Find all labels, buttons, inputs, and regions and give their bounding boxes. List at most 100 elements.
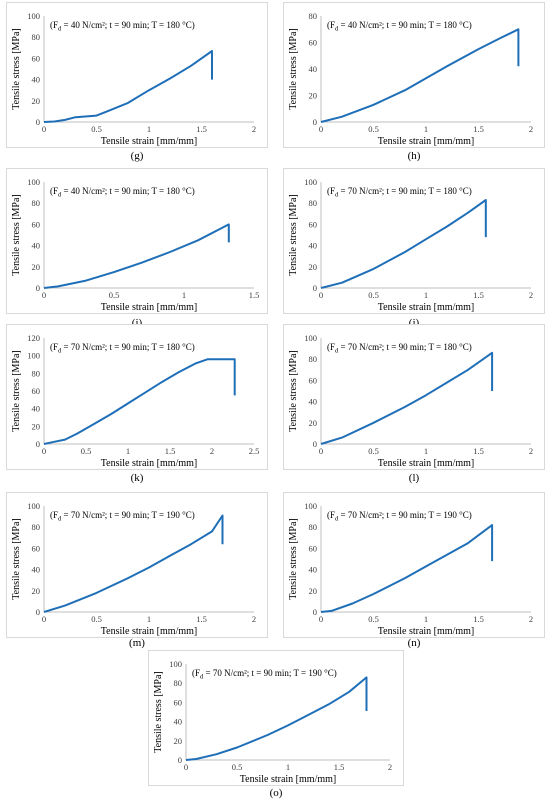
x-tick-label: 1.5 (473, 290, 484, 300)
y-tick-label: 20 (32, 96, 41, 106)
chart-k: 0 20 40 60 80 100 120 0 0.5 1 1.5 2 2.5 Tensile strai… (11, 333, 259, 469)
chart-annotation: (Fd = 70 N/cm²; t = 90 min; T = 180 °C) (327, 342, 472, 355)
chart-panel-n: 0 20 40 60 80 100 0 0.5 1 1.5 2 Tensile strain [mm/… (283, 492, 545, 638)
stress-strain-curve (320, 351, 494, 445)
chart-panel-h: 0 20 40 60 80 0 0.5 1 1.5 2 Tensile strain [mm/mm]… (283, 2, 545, 148)
caption-j: (j) (408, 317, 420, 329)
x-tick-label: 1 (286, 762, 290, 772)
stress-strain-curve (320, 524, 494, 613)
x-tick-label: 1 (126, 446, 130, 456)
y-tick-label: 40 (309, 64, 318, 74)
chart-annotation: (Fd = 70 N/cm²; t = 90 min; T = 180 °C) (50, 342, 195, 355)
y-tick-label: 60 (174, 697, 183, 707)
y-tick-label: 0 (36, 283, 40, 293)
x-axis-label: Tensile strain [mm/mm] (101, 136, 198, 147)
x-tick-label: 0 (42, 614, 46, 624)
stress-strain-curve (43, 50, 213, 123)
y-tick-label: 80 (309, 11, 318, 21)
chart-annotation: (Fd = 40 N/cm²; t = 90 min; T = 180 °C) (50, 20, 195, 33)
y-tick-label: 20 (32, 262, 41, 272)
y-tick-label: 60 (32, 386, 41, 396)
y-tick-label: 40 (174, 717, 183, 727)
y-tick-label: 100 (304, 177, 317, 187)
chart-m: 0 20 40 60 80 100 0 0.5 1 1.5 2 Tensile strain [mm/… (11, 501, 256, 637)
y-tick-label: 20 (309, 418, 318, 428)
y-tick-label: 20 (309, 91, 318, 101)
y-tick-label: 0 (36, 117, 40, 127)
y-tick-label: 20 (309, 262, 318, 272)
x-axis-label: Tensile strain [mm/mm] (101, 458, 198, 469)
y-tick-label: 40 (309, 241, 318, 251)
y-tick-label: 100 (27, 177, 40, 187)
y-tick-label: 100 (27, 11, 40, 21)
x-tick-label: 2 (210, 446, 214, 456)
chart-annotation: (Fd = 70 N/cm²; t = 90 min; T = 180 °C) (327, 186, 472, 199)
x-tick-label: 2 (252, 614, 256, 624)
y-tick-label: 100 (27, 351, 40, 361)
caption-i: (i) (131, 317, 143, 329)
y-tick-label: 40 (309, 397, 318, 407)
x-tick-label: 0 (42, 124, 46, 134)
y-tick-label: 40 (32, 404, 41, 414)
caption-h: (h) (407, 150, 421, 162)
caption-m: (m) (129, 637, 145, 649)
x-tick-label: 0 (319, 124, 323, 134)
chart-panel-i: 0 20 40 60 80 100 0 0.5 1 1.5 Tensile strain [mm/m… (6, 168, 268, 314)
x-tick-label: 1 (424, 290, 428, 300)
stress-strain-curve (43, 514, 224, 613)
x-tick-label: 0.5 (109, 290, 120, 300)
y-tick-label: 100 (27, 501, 40, 511)
chart-g: 0 20 40 60 80 100 0 0.5 1 1.5 2 Tensile strain [mm/… (11, 11, 256, 147)
x-axis-label: Tensile strain [mm/mm] (240, 774, 337, 785)
y-tick-label: 60 (32, 543, 41, 553)
y-axis-label: Tensile stress [MPa] (11, 350, 22, 432)
chart-panel-m: 0 20 40 60 80 100 0 0.5 1 1.5 2 Tensile strain [mm/… (6, 492, 268, 638)
y-axis-label: Tensile stress [MPa] (11, 518, 22, 600)
x-tick-label: 2 (388, 762, 392, 772)
x-tick-label: 1.5 (196, 614, 207, 624)
y-tick-label: 60 (32, 53, 41, 63)
chart-annotation: (Fd = 40 N/cm²; t = 90 min; T = 180 °C) (50, 186, 195, 199)
x-tick-label: 1.5 (249, 290, 260, 300)
x-tick-label: 1 (147, 614, 151, 624)
y-tick-label: 0 (313, 283, 317, 293)
y-tick-label: 40 (32, 565, 41, 575)
chart-panel-g: 0 20 40 60 80 100 0 0.5 1 1.5 2 Tensile strain [mm/… (6, 2, 268, 148)
y-tick-label: 0 (313, 607, 317, 617)
x-tick-label: 2 (252, 124, 256, 134)
y-tick-label: 80 (32, 198, 41, 208)
caption-n: (n) (407, 637, 421, 649)
y-axis-label: Tensile stress [MPa] (288, 28, 299, 110)
y-tick-label: 100 (169, 659, 182, 669)
y-tick-label: 20 (309, 586, 318, 596)
x-tick-label: 1.5 (334, 762, 345, 772)
x-tick-label: 1 (424, 124, 428, 134)
chart-o: 0 20 40 60 80 100 0 0.5 1 1.5 2 Tensile strain [mm/… (153, 659, 392, 785)
x-tick-label: 0.5 (368, 614, 379, 624)
stress-strain-curve (43, 358, 236, 445)
y-tick-label: 80 (309, 354, 318, 364)
x-axis-label: Tensile strain [mm/mm] (101, 302, 198, 313)
stress-strain-curve (320, 199, 487, 289)
x-tick-label: 1.5 (473, 124, 484, 134)
x-tick-label: 0.5 (368, 446, 379, 456)
x-axis-label: Tensile strain [mm/mm] (378, 302, 475, 313)
stress-strain-curve (185, 676, 368, 761)
chart-l: 0 20 40 60 80 100 0 0.5 1 1.5 2 Tensile strain [mm/… (288, 333, 533, 469)
y-tick-label: 60 (32, 219, 41, 229)
y-tick-label: 0 (313, 117, 317, 127)
chart-annotation: (Fd = 70 N/cm²; t = 90 min; T = 190 °C) (50, 510, 195, 523)
stress-strain-curve (43, 223, 230, 289)
y-tick-label: 80 (309, 522, 318, 532)
x-tick-label: 0.5 (91, 124, 102, 134)
chart-annotation: (Fd = 70 N/cm²; t = 90 min; T = 190 °C) (192, 668, 337, 681)
y-axis-label: Tensile stress [MPa] (153, 671, 164, 753)
caption-o: (o) (269, 787, 283, 799)
x-tick-label: 2 (529, 614, 533, 624)
y-tick-label: 80 (32, 32, 41, 42)
y-axis-label: Tensile stress [MPa] (11, 28, 22, 110)
y-tick-label: 80 (309, 198, 318, 208)
x-tick-label: 2 (529, 124, 533, 134)
caption-k: (k) (130, 472, 144, 484)
caption-g: (g) (130, 150, 144, 162)
